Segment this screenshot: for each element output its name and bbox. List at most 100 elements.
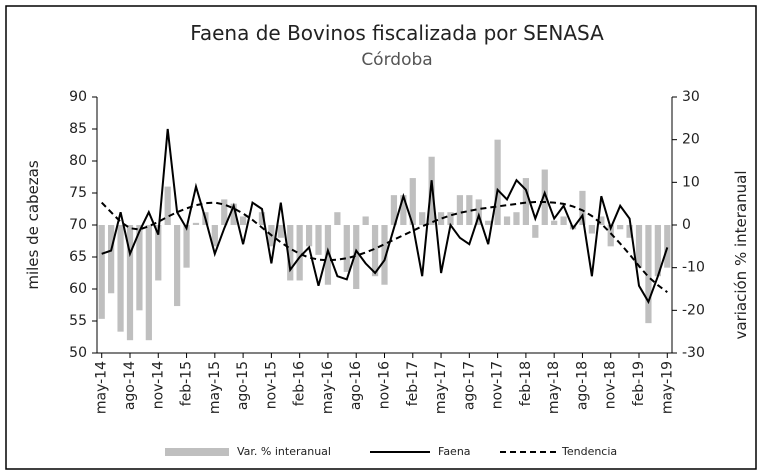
bar xyxy=(98,225,105,319)
y2-tick-label: 30 xyxy=(682,89,700,105)
bar xyxy=(541,169,548,225)
y-tick-label: 55 xyxy=(69,313,87,329)
bar xyxy=(635,225,643,268)
bar xyxy=(117,225,124,332)
bar xyxy=(296,225,303,281)
bar xyxy=(239,216,247,225)
chart-subtitle: Córdoba xyxy=(361,50,432,70)
y-tick-label: 70 xyxy=(69,217,87,233)
y2-tick-label: 10 xyxy=(682,174,700,190)
bar xyxy=(211,225,218,247)
y2-tick-label: 0 xyxy=(682,217,691,233)
bar xyxy=(437,212,445,225)
bar xyxy=(447,212,454,225)
bar xyxy=(258,212,266,225)
x-tick-label: may-19 xyxy=(659,361,675,414)
x-tick-label: nov-17 xyxy=(490,361,506,409)
y-tick-label: 65 xyxy=(69,249,87,265)
bar xyxy=(456,195,464,225)
x-tick-label: feb-18 xyxy=(518,361,534,406)
bar xyxy=(626,225,633,238)
bar xyxy=(343,225,350,272)
x-tick-label: feb-19 xyxy=(631,361,647,406)
x-tick-label: ago-14 xyxy=(122,361,138,410)
bar xyxy=(645,225,652,324)
legend-label: Var. % interanual xyxy=(237,445,331,458)
bar xyxy=(305,225,313,247)
bar xyxy=(560,216,567,225)
bar xyxy=(617,225,624,230)
y-tick-label: 50 xyxy=(69,345,87,361)
y2-tick-label: -10 xyxy=(682,260,705,276)
x-tick-label: nov-14 xyxy=(150,361,166,409)
bar xyxy=(126,225,134,341)
x-tick-label: ago-17 xyxy=(461,361,477,410)
bar xyxy=(136,225,143,311)
bar xyxy=(221,199,228,225)
bar xyxy=(371,225,379,277)
bar xyxy=(466,195,473,225)
bar xyxy=(664,225,671,268)
bar xyxy=(419,212,426,225)
bar xyxy=(428,156,435,225)
legend-label: Faena xyxy=(438,445,471,458)
bar xyxy=(315,225,322,255)
legend-swatch xyxy=(165,448,229,456)
bar xyxy=(579,190,586,225)
y2-axis-label: variación % interanual xyxy=(732,171,750,340)
bar xyxy=(588,225,595,234)
y-axis-label: miles de cabezas xyxy=(24,160,42,290)
chart-title: Faena de Bovinos fiscalizada por SENASA xyxy=(190,21,604,45)
bar xyxy=(353,225,360,289)
bar xyxy=(390,195,398,225)
x-tick-label: ago-18 xyxy=(574,361,590,410)
bar xyxy=(183,225,190,268)
bar xyxy=(522,178,530,225)
trend-line xyxy=(100,201,668,294)
bar xyxy=(164,186,171,225)
bar xyxy=(192,222,200,225)
x-tick-label: ago-15 xyxy=(235,361,251,410)
bar xyxy=(381,225,388,285)
line xyxy=(101,128,669,305)
bar xyxy=(494,139,501,225)
bar xyxy=(551,220,558,225)
bar xyxy=(532,225,539,238)
x-tick-label: feb-15 xyxy=(179,361,195,406)
bar xyxy=(607,225,614,247)
bar xyxy=(324,225,332,285)
y-tick-label: 90 xyxy=(69,89,87,105)
y-tick-label: 80 xyxy=(69,153,87,169)
x-tick-label: feb-16 xyxy=(292,361,308,406)
bar xyxy=(287,225,294,281)
x-tick-label: may-15 xyxy=(207,361,223,414)
y2-tick-label: -20 xyxy=(682,302,705,318)
x-tick-label: nov-16 xyxy=(377,361,393,409)
x-tick-label: nov-15 xyxy=(263,361,279,409)
bar xyxy=(145,225,152,341)
legend-label: Tendencia xyxy=(561,445,617,458)
y2-tick-label: -30 xyxy=(682,345,705,361)
y-tick-label: 60 xyxy=(69,281,87,297)
y-tick-label: 75 xyxy=(69,185,87,201)
bar xyxy=(400,195,407,225)
y2-tick-label: 20 xyxy=(682,132,700,148)
x-tick-label: feb-17 xyxy=(405,361,421,406)
bar xyxy=(475,199,482,225)
bar xyxy=(334,212,341,225)
x-tick-label: may-17 xyxy=(433,361,449,414)
y-tick-label: 85 xyxy=(69,121,87,137)
x-tick-label: may-14 xyxy=(94,361,110,414)
bar xyxy=(277,225,284,238)
x-tick-label: nov-18 xyxy=(603,361,619,409)
bar xyxy=(654,225,661,277)
bar xyxy=(362,216,369,225)
bar xyxy=(503,216,511,225)
bar xyxy=(108,225,115,294)
x-tick-label: ago-16 xyxy=(348,361,364,410)
x-tick-label: may-16 xyxy=(320,361,336,414)
bar xyxy=(485,220,492,225)
x-tick-label: may-18 xyxy=(546,361,562,414)
bar xyxy=(155,225,162,281)
